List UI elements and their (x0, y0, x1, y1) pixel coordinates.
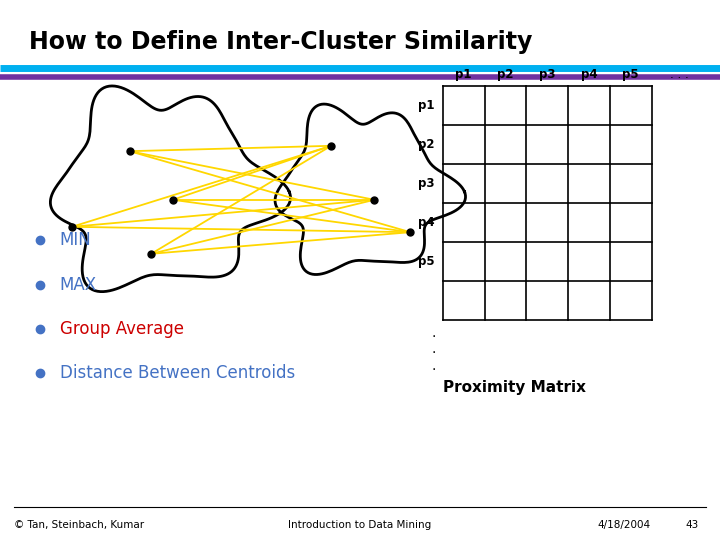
Text: 43: 43 (685, 520, 698, 530)
Text: p5: p5 (418, 255, 434, 268)
Text: 4/18/2004: 4/18/2004 (598, 520, 651, 530)
Text: p2: p2 (498, 68, 513, 81)
Text: Group Average: Group Average (60, 320, 184, 338)
Text: p3: p3 (418, 177, 434, 190)
Text: © Tan, Steinbach, Kumar: © Tan, Steinbach, Kumar (14, 520, 145, 530)
Text: .: . (432, 326, 436, 340)
Text: p4: p4 (418, 216, 434, 229)
Text: p1: p1 (456, 68, 472, 81)
Text: How to Define Inter-Cluster Similarity: How to Define Inter-Cluster Similarity (29, 30, 532, 53)
Text: p2: p2 (418, 138, 434, 151)
Text: Distance Between Centroids: Distance Between Centroids (60, 364, 295, 382)
Text: MAX: MAX (60, 275, 97, 294)
Text: Proximity Matrix: Proximity Matrix (444, 380, 586, 395)
Text: p4: p4 (580, 68, 598, 81)
Text: p5: p5 (622, 68, 639, 81)
Text: . . .: . . . (670, 68, 689, 81)
Text: MIN: MIN (60, 231, 91, 249)
Text: Introduction to Data Mining: Introduction to Data Mining (289, 520, 431, 530)
Text: p1: p1 (418, 99, 434, 112)
Text: .: . (432, 342, 436, 356)
Text: p3: p3 (539, 68, 555, 81)
Text: .: . (432, 359, 436, 373)
